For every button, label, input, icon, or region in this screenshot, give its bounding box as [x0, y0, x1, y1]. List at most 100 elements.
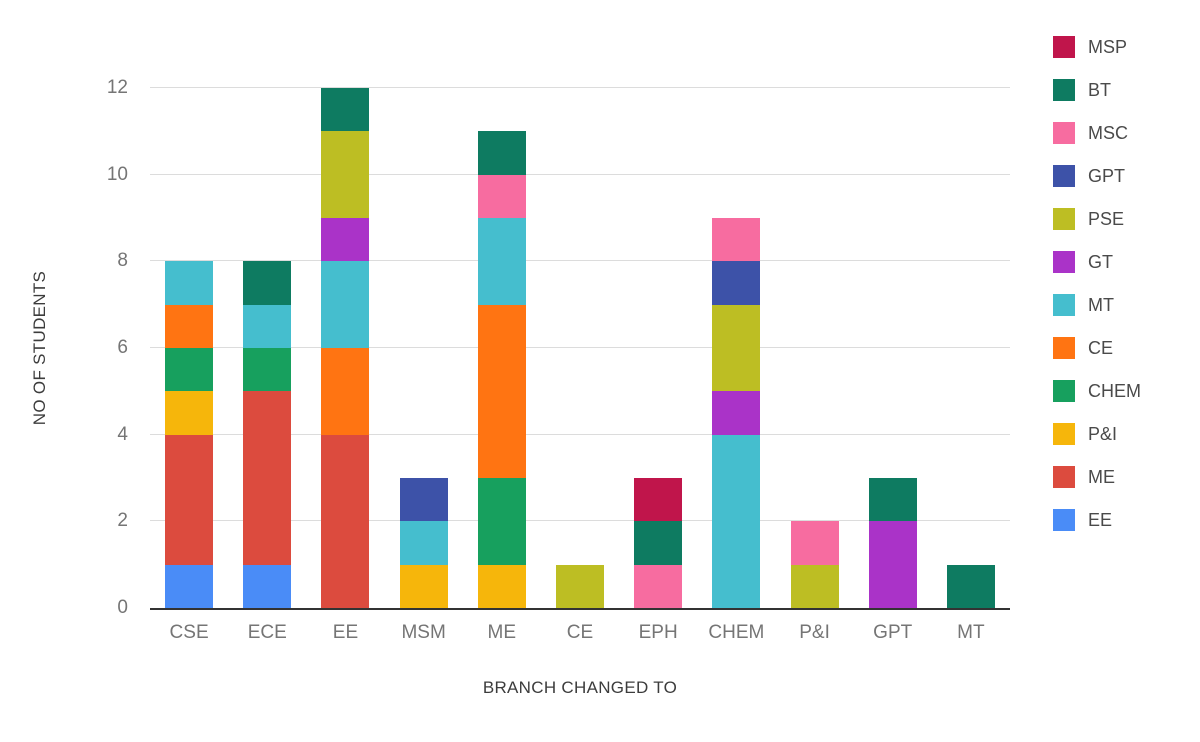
legend-item-GPT[interactable]: GPT — [1053, 165, 1141, 187]
bar-segment-CHEM-MT[interactable] — [712, 434, 761, 608]
y-gridline — [150, 433, 1010, 435]
x-axis-line — [150, 608, 1010, 610]
y-tick-label: 6 — [117, 337, 128, 358]
x-tick-label-GPT: GPT — [873, 622, 913, 643]
bar-segment-CSE-CHEM[interactable] — [165, 348, 214, 392]
bar-segment-CSE-ME[interactable] — [165, 434, 214, 565]
x-tick-label-P&I: P&I — [799, 622, 830, 643]
legend-item-GT[interactable]: GT — [1053, 251, 1141, 273]
legend-swatch-CE — [1053, 337, 1075, 359]
y-gridline — [150, 520, 1010, 522]
bar-segment-ME-MSC[interactable] — [477, 174, 526, 219]
legend-swatch-GT — [1053, 251, 1075, 273]
legend-item-BT[interactable]: BT — [1053, 79, 1141, 101]
legend-item-MSC[interactable]: MSC — [1053, 122, 1141, 144]
bar-ECE — [243, 261, 292, 608]
bar-segment-MSM-P&I[interactable] — [399, 564, 448, 608]
bar-segment-CSE-P&I[interactable] — [165, 391, 214, 435]
bar-segment-CSE-EE[interactable] — [165, 564, 214, 608]
x-axis-title: BRANCH CHANGED TO — [482, 678, 678, 697]
x-tick-label-CHEM: CHEM — [708, 622, 765, 643]
y-tick-label: 4 — [117, 423, 128, 445]
legend-item-ME[interactable]: ME — [1053, 466, 1141, 488]
bar-segment-EPH-MSC[interactable] — [634, 564, 683, 608]
legend-swatch-BT — [1053, 79, 1075, 101]
bar-segment-ME-P&I[interactable] — [477, 564, 526, 608]
bar-segment-CHEM-PSE[interactable] — [712, 304, 761, 392]
x-tick-label-EPH: EPH — [638, 622, 678, 643]
bar-segment-CSE-CE[interactable] — [165, 304, 214, 349]
legend-label: MSP — [1088, 37, 1128, 57]
bar-segment-EE-BT[interactable] — [321, 88, 370, 132]
legend-swatch-CHEM — [1053, 380, 1075, 402]
legend-item-MT[interactable]: MT — [1053, 294, 1141, 316]
y-axis-title: NO OF STUDENTS — [30, 270, 49, 426]
bar-segment-CE-PSE[interactable] — [556, 564, 604, 608]
legend-item-CE[interactable]: CE — [1053, 337, 1141, 359]
bar-GPT — [868, 478, 917, 608]
bar-segment-MSM-MT[interactable] — [399, 521, 448, 565]
legend-swatch-MSC — [1053, 122, 1075, 144]
bar-segment-ECE-MT[interactable] — [243, 304, 292, 349]
legend-label: GPT — [1088, 166, 1126, 186]
legend-label: ME — [1088, 467, 1115, 487]
bar-segment-CHEM-GT[interactable] — [712, 391, 761, 435]
bar-segment-ME-CHEM[interactable] — [477, 478, 526, 565]
bar-segment-EPH-MSP[interactable] — [634, 478, 683, 522]
bar-ME — [477, 131, 526, 608]
legend-swatch-PSE — [1053, 208, 1075, 230]
bar-EPH — [634, 478, 683, 608]
bar-segment-GPT-GT[interactable] — [868, 521, 917, 608]
x-tick-label-EE: EE — [332, 622, 359, 643]
legend-swatch-ME — [1053, 466, 1075, 488]
y-gridline — [150, 173, 1010, 175]
bar-segment-GPT-BT[interactable] — [868, 478, 917, 522]
bar-segment-EE-GT[interactable] — [321, 218, 370, 262]
legend-label: PSE — [1088, 209, 1125, 229]
bar-segment-ECE-CHEM[interactable] — [243, 348, 292, 392]
bar-CHEM — [712, 218, 761, 608]
bar-segment-EE-PSE[interactable] — [321, 131, 370, 219]
bar-segment-ME-BT[interactable] — [477, 131, 526, 175]
bar-segment-CHEM-MSC[interactable] — [712, 218, 761, 262]
bar-segment-EPH-BT[interactable] — [634, 521, 683, 565]
bar-segment-ECE-BT[interactable] — [243, 261, 292, 305]
legend-label: MSC — [1088, 123, 1128, 143]
y-gridline — [150, 260, 1010, 262]
bar-segment-ECE-ME[interactable] — [243, 391, 292, 565]
legend-item-PSE[interactable]: PSE — [1053, 208, 1141, 230]
x-tick-label-MSM: MSM — [401, 622, 446, 643]
bar-segment-ME-CE[interactable] — [477, 304, 526, 479]
bar-segment-ME-MT[interactable] — [477, 218, 526, 305]
x-tick-label-ECE: ECE — [247, 622, 287, 643]
bar-CSE — [165, 261, 214, 608]
legend-item-MSP[interactable]: MSP — [1053, 36, 1141, 58]
bar-segment-EE-ME[interactable] — [321, 434, 370, 608]
bar-segment-P&I-MSC[interactable] — [790, 521, 839, 565]
bar-segment-CSE-MT[interactable] — [165, 261, 214, 305]
legend-label: EE — [1088, 510, 1113, 530]
legend-label: P&I — [1088, 424, 1118, 444]
legend-item-P&I[interactable]: P&I — [1053, 423, 1141, 445]
bar-segment-P&I-PSE[interactable] — [790, 564, 839, 608]
x-tick-label-ME: ME — [487, 622, 517, 643]
legend-swatch-GPT — [1053, 165, 1075, 187]
legend-item-EE[interactable]: EE — [1053, 509, 1141, 531]
bar-segment-EE-CE[interactable] — [321, 348, 370, 435]
bar-segment-MSM-GPT[interactable] — [399, 478, 448, 522]
legend-swatch-MSP — [1053, 36, 1075, 58]
bar-segment-ECE-EE[interactable] — [243, 564, 292, 608]
legend-label: CE — [1088, 338, 1114, 358]
y-tick-label: 12 — [106, 77, 128, 98]
legend-swatch-P&I — [1053, 423, 1075, 445]
legend-label: CHEM — [1088, 381, 1141, 401]
bar-segment-CHEM-GPT[interactable] — [712, 261, 761, 305]
bar-segment-EE-MT[interactable] — [321, 261, 370, 349]
x-tick-label-CSE: CSE — [169, 622, 209, 643]
y-tick-label: 10 — [106, 163, 128, 185]
bar-segment-MT-BT[interactable] — [946, 564, 995, 608]
legend-item-CHEM[interactable]: CHEM — [1053, 380, 1141, 402]
y-tick-label: 8 — [117, 250, 128, 272]
x-tick-label-MT: MT — [957, 622, 985, 643]
